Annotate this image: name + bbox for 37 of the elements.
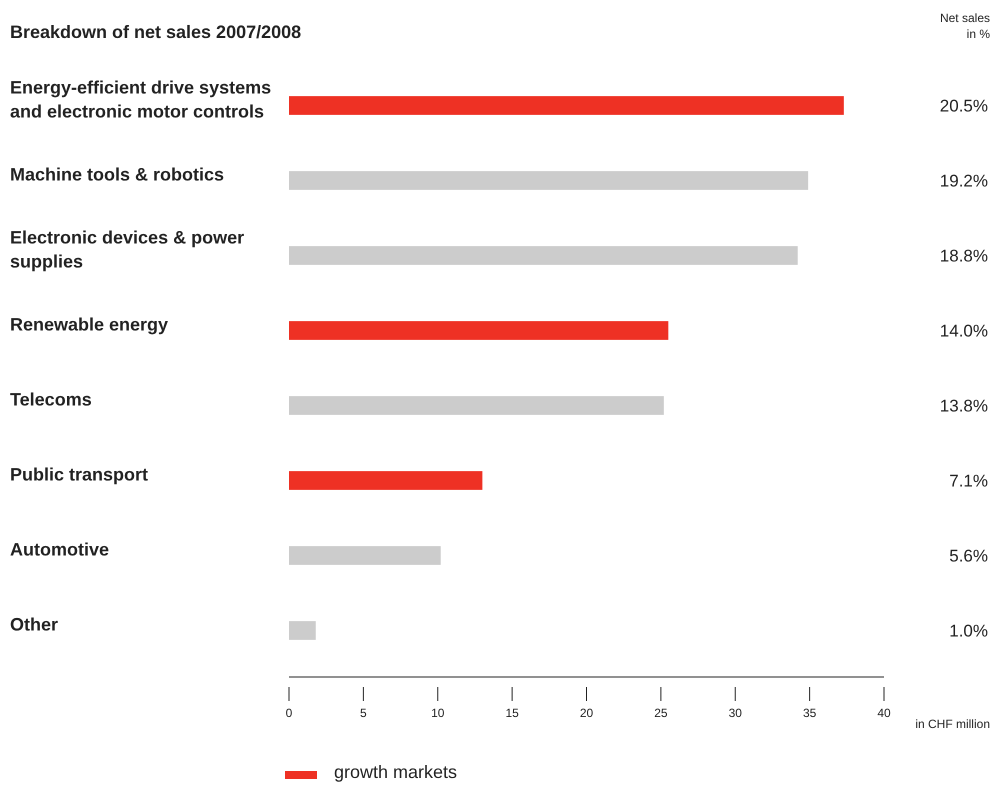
y-tick-label: Automotive	[10, 540, 109, 560]
x-tick-label: 10	[431, 706, 445, 720]
chart-title: Breakdown of net sales 2007/2008	[10, 22, 302, 42]
bar	[289, 621, 316, 640]
text: 1.0%	[949, 621, 988, 640]
y-tick-label: Electronic devices & power supplies	[10, 228, 244, 272]
bar	[289, 246, 798, 265]
text: 13.8%	[940, 396, 988, 416]
text: 5.6%	[949, 546, 988, 566]
x-tick-label: 5	[360, 706, 368, 720]
x-tick-label: 25	[654, 706, 668, 720]
text: 7.1%	[949, 471, 988, 490]
y-tick-label: Telecoms	[10, 390, 92, 410]
x-axis-title: in CHF million	[915, 717, 990, 731]
text: 18.8%	[940, 246, 988, 266]
legend-label: growth markets	[334, 762, 458, 782]
x-tick-label: 15	[505, 706, 520, 720]
text: 20.5%	[940, 96, 988, 116]
y-tick-label: Public transport	[10, 464, 148, 484]
y-tick-label: Machine tools & robotics	[10, 164, 224, 184]
x-tick-label: 35	[802, 706, 817, 720]
text: Net sales in %	[940, 11, 990, 41]
x-tick-label: 40	[877, 706, 891, 720]
y-tick-label: Renewable energy	[10, 314, 168, 334]
y-tick-label: Energy-efficient drive systems and electronic motor controls	[10, 78, 272, 122]
bar	[289, 96, 844, 115]
x-tick-label: 20	[580, 706, 594, 720]
bar	[289, 396, 664, 415]
bar	[289, 471, 482, 490]
x-tick-label: 30	[728, 706, 742, 720]
x-tick-label: 0	[286, 706, 293, 720]
bar	[289, 171, 808, 190]
text: 14.0%	[940, 321, 988, 340]
text: 19.2%	[940, 171, 988, 190]
bar	[289, 321, 668, 340]
y-tick-label: Other	[10, 614, 58, 634]
bar	[289, 546, 441, 565]
